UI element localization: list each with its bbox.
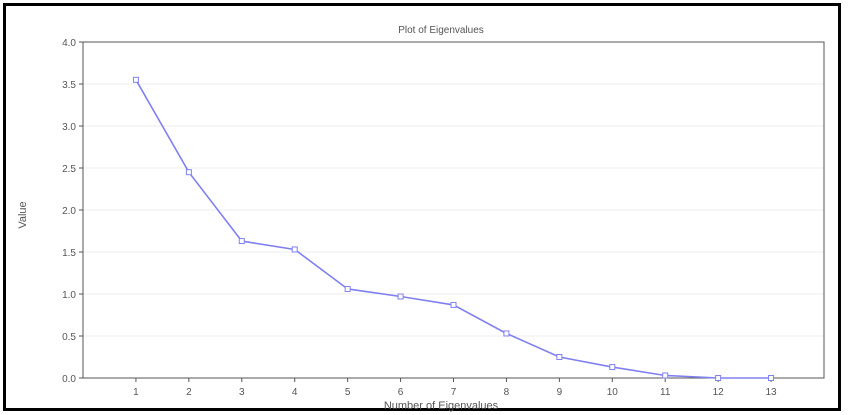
x-tick-label: 5 [345,387,351,398]
x-tick-label: 8 [504,387,510,398]
data-point [238,238,245,245]
y-tick-label: 3.0 [62,122,76,133]
series-line [135,79,772,379]
chart-frame: Plot of Eigenvalues 0.0 0.5 1.0 1.5 2.0 2.5 3.… [3,3,841,412]
data-point [768,375,775,381]
y-tick-label: 4.0 [62,38,76,49]
data-point [344,285,351,292]
x-tick-label: 2 [186,387,192,398]
x-tick-label: 10 [607,387,619,398]
y-tick-label: 2.5 [62,164,76,175]
y-tick-label: 1.0 [62,290,76,301]
eigenvalue-chart: Plot of Eigenvalues 0.0 0.5 1.0 1.5 2.0 2.5 3.… [17,25,825,412]
data-point [132,76,139,83]
data-point [556,354,563,360]
chart-title: Plot of Eigenvalues [398,25,484,36]
y-axis-label: Value [17,201,29,228]
data-point [503,330,510,337]
data-point [662,372,669,379]
data-point [291,246,298,253]
series-layer [132,76,775,381]
x-tick-label: 13 [766,387,778,398]
y-tick-label: 2.0 [62,206,76,217]
y-tick-label: 0.5 [62,332,76,343]
data-point [609,364,616,371]
data-point [397,293,404,300]
x-tick-label: 6 [398,387,404,398]
y-tick-label: 3.5 [62,80,76,91]
x-tick-label: 1 [133,387,139,398]
x-tick-label: 3 [239,387,245,398]
x-tick-label: 7 [451,387,457,398]
x-tick-label: 4 [292,387,298,398]
y-tick-label: 1.5 [62,248,76,259]
x-tick-label: 12 [713,387,725,398]
data-point [715,375,722,381]
plot-area-border [82,41,825,379]
x-tick-label: 11 [660,387,671,398]
y-tick-label: 0.0 [62,374,76,385]
x-axis-label: Number of Eigenvalues [384,400,499,412]
data-point [450,301,457,308]
axes: 0.00.51.01.52.02.53.03.54.01 2 3 4 5 6 7 8 9 10 11… [62,38,825,398]
data-point [185,169,192,176]
grid-lines [83,83,824,337]
x-tick-label: 9 [557,387,563,398]
